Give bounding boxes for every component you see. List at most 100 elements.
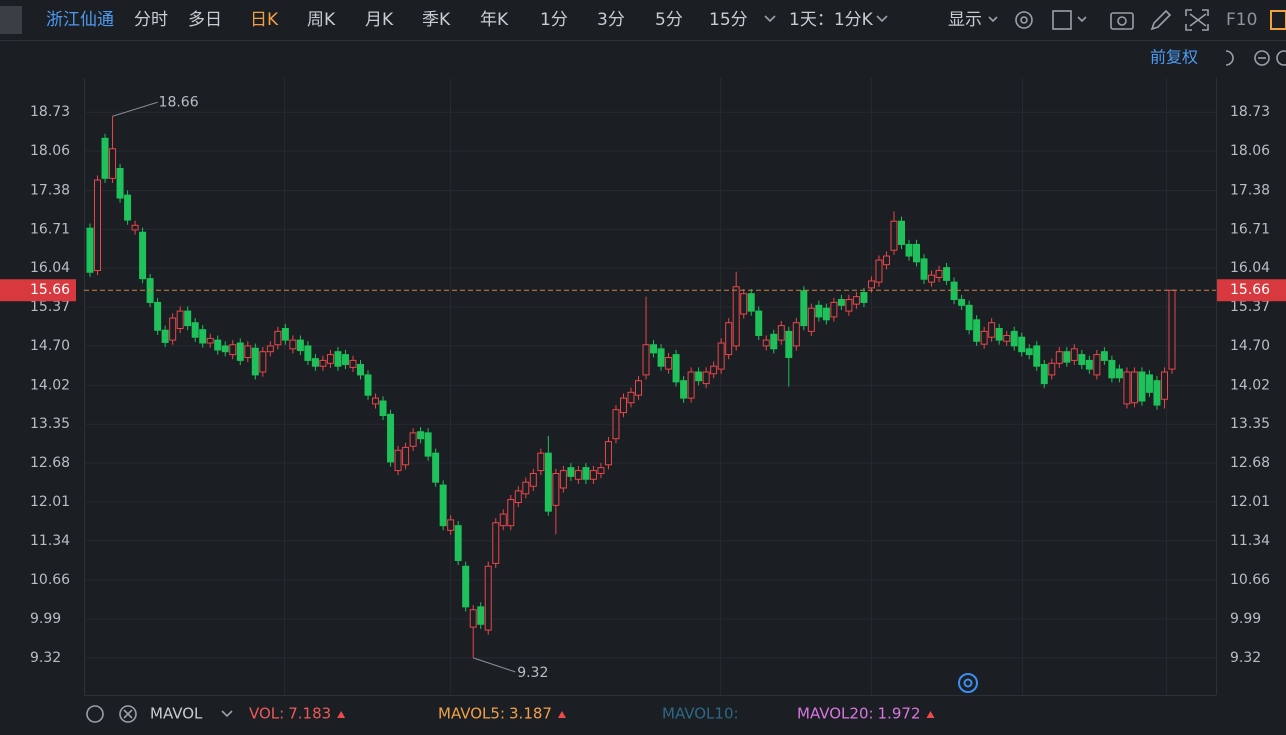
indicator-label: MAVOL5: [438, 705, 505, 723]
zoom-out-icon[interactable] [1254, 50, 1270, 66]
candle-body [627, 391, 635, 404]
period-select[interactable]: 1天：1分K [789, 10, 874, 30]
candle-body [244, 345, 252, 359]
chevron[interactable] [764, 15, 776, 23]
reset-icon[interactable] [1225, 50, 1234, 66]
candle-body [439, 484, 447, 527]
period-tab[interactable]: 5分 [655, 10, 683, 30]
pencil-icon[interactable] [1150, 9, 1172, 31]
f10-button[interactable]: F10 [1226, 10, 1257, 30]
trend-arrow [557, 711, 566, 718]
candle-body [206, 337, 214, 344]
side-tab[interactable] [0, 6, 22, 34]
candle-body [792, 322, 800, 347]
candle-body [1003, 334, 1011, 342]
chevron[interactable] [1077, 16, 1087, 23]
candle-body [86, 227, 94, 273]
indicator-settings[interactable] [86, 705, 104, 723]
candle-body [672, 354, 680, 383]
candle-body [529, 472, 537, 487]
candle-body [582, 467, 590, 480]
camera-lens [1117, 16, 1127, 26]
period-tab[interactable]: 分时 [134, 10, 168, 30]
period-tab[interactable]: 1分 [540, 10, 568, 30]
indicator-value: 7.183 [288, 705, 331, 723]
candle-body [913, 243, 921, 263]
candle-body [905, 243, 913, 257]
at-icon-core [963, 678, 973, 688]
indicator-value: 3.187 [509, 705, 552, 723]
candle-body [1115, 368, 1123, 379]
candle-body [372, 397, 380, 405]
candle-body [1025, 348, 1033, 356]
period-tab[interactable]: 15分 [709, 10, 748, 30]
expand-icon[interactable] [1185, 9, 1209, 31]
camera-icon[interactable] [1110, 12, 1134, 30]
period-tab[interactable]: 日K [250, 10, 279, 30]
y-tick-label-right: 18.73 [1230, 104, 1270, 120]
chevron[interactable] [988, 16, 998, 23]
candle-body [462, 565, 470, 608]
candle-body [101, 137, 109, 179]
y-tick-label: 12.68 [30, 455, 70, 471]
chevron[interactable] [876, 15, 888, 23]
candle-body [800, 290, 808, 327]
candle-body [387, 413, 395, 463]
candle-body [702, 371, 710, 385]
period-tab[interactable]: 多日 [188, 10, 222, 30]
candle-body [1168, 289, 1176, 370]
last-price-box [0, 279, 76, 302]
display-menu[interactable]: 显示 [948, 10, 982, 30]
square-icon[interactable] [1052, 10, 1072, 30]
indicator-name[interactable]: MAVOL [150, 705, 203, 723]
candle-body [680, 380, 688, 399]
indicator-close[interactable] [119, 705, 137, 723]
stock-name[interactable]: 浙江仙通 [46, 10, 114, 30]
candle-body [770, 333, 778, 350]
zoom-in-icon[interactable] [1276, 50, 1286, 66]
y-tick-label: 17.38 [30, 182, 70, 198]
max-label: 18.66 [159, 94, 199, 110]
y-tick-label: 18.73 [30, 104, 70, 120]
candle-body [552, 472, 560, 506]
candle-body [965, 304, 973, 331]
y-tick-label-right: 12.68 [1230, 455, 1270, 471]
period-tab[interactable]: 月K [365, 10, 394, 30]
y-tick-label-right: 14.70 [1230, 338, 1270, 354]
candle-body [943, 267, 951, 281]
candle-body [1093, 354, 1101, 376]
grid [84, 78, 1216, 695]
chevron[interactable] [221, 710, 233, 718]
settings-icon[interactable] [1015, 11, 1033, 29]
candle-body [747, 293, 755, 312]
candle-body [1138, 371, 1146, 402]
candle-body [522, 481, 530, 495]
period-tab[interactable]: 周K [307, 10, 336, 30]
candle-body [379, 400, 387, 416]
candle-body [762, 339, 770, 347]
y-tick-label-right: 13.35 [1230, 416, 1270, 432]
period-tab[interactable]: 季K [422, 10, 451, 30]
candle-body [882, 255, 890, 266]
candle-body [1145, 374, 1153, 393]
candle-body [131, 224, 139, 231]
candle-body [1108, 359, 1116, 379]
y-tick-label-right: 14.02 [1230, 377, 1270, 393]
candle-body [1153, 380, 1161, 406]
y-tick-label: 12.01 [30, 494, 70, 510]
at-icon[interactable] [958, 673, 978, 693]
candle-body [169, 317, 177, 341]
period-tab[interactable]: 年K [480, 10, 509, 30]
candle-body [507, 499, 515, 527]
panel-toggle[interactable] [1270, 10, 1286, 30]
adjust-mode[interactable]: 前复权 [1150, 48, 1198, 67]
candle-body [492, 522, 500, 564]
candle-body [950, 281, 958, 301]
y-tick-label-right: 12.01 [1230, 494, 1270, 510]
candle-body [687, 371, 695, 399]
y-tick-label-right: 18.06 [1230, 143, 1270, 159]
candle-body [1078, 354, 1086, 365]
period-tab[interactable]: 3分 [597, 10, 625, 30]
candle-body [695, 371, 703, 382]
candle-body [657, 348, 665, 367]
